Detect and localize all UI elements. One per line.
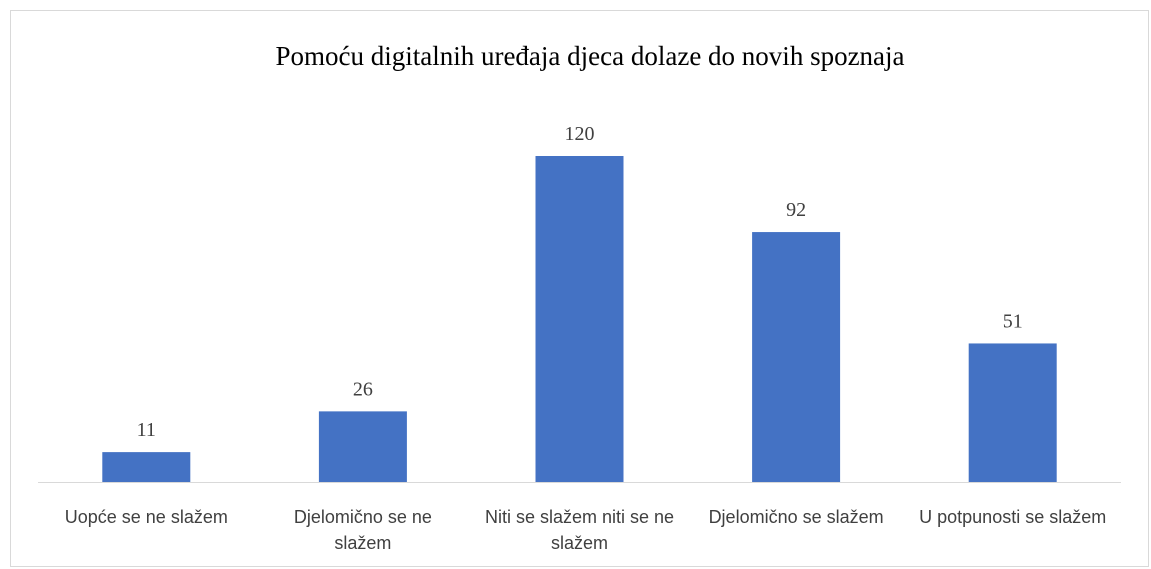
data-label: 51 — [1003, 310, 1023, 332]
data-label: 92 — [786, 199, 806, 221]
bar — [102, 452, 191, 482]
chart-frame — [10, 10, 1149, 567]
x-tick-label: Niti se slažem niti se ne slažem — [484, 507, 675, 553]
data-label: 26 — [353, 378, 373, 400]
x-tick-label: Djelomično se ne slažem — [293, 507, 432, 553]
data-label: 11 — [137, 419, 156, 441]
data-label: 120 — [565, 123, 595, 145]
bar — [535, 156, 624, 482]
bar — [318, 411, 407, 482]
bar — [752, 232, 841, 482]
x-tick-label: Djelomično se slažem — [708, 507, 884, 527]
chart-title: Pomoću digitalnih uređaja djeca dolaze d… — [275, 41, 904, 71]
x-tick-label: U potpunosti se slažem — [919, 507, 1107, 527]
bar — [968, 343, 1057, 482]
x-tick-label: Uopće se ne slažem — [64, 507, 228, 527]
